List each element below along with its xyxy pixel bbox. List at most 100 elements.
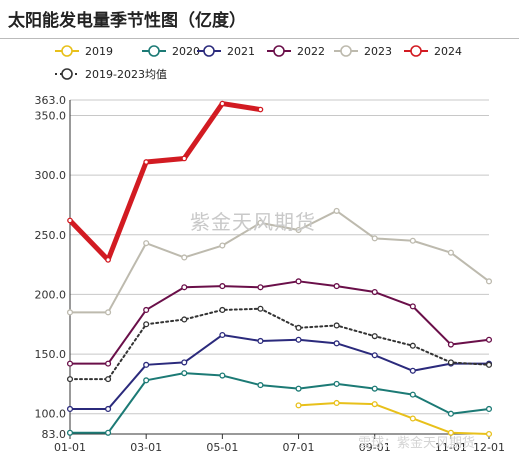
data-point [105, 256, 111, 263]
x-tick-label: 05-01 [206, 441, 238, 454]
data-point [219, 372, 226, 379]
data-point [105, 429, 112, 436]
data-point [257, 284, 264, 291]
data-point [295, 336, 302, 343]
legend-swatch-marker [148, 45, 160, 57]
data-point [485, 336, 493, 343]
data-point [371, 352, 378, 359]
data-point [143, 361, 150, 368]
y-tick-label: 363.0 [35, 94, 67, 107]
data-point [333, 283, 340, 290]
data-point [409, 303, 416, 310]
legend-swatch-marker [61, 45, 73, 57]
data-point [295, 324, 302, 331]
data-point [409, 415, 416, 422]
legend-label: 2020 [172, 45, 200, 58]
x-axis: 01-01 03-01 05-01 07-01 09-01 11-01 12-01 [54, 433, 505, 454]
data-point [219, 331, 226, 339]
legend-item[interactable]: 2020 [142, 45, 200, 58]
y-axis: 83.0 100.0 150.0 200.0 250.0 300.0 350.0 363.0 [35, 94, 71, 441]
data-point [66, 429, 74, 436]
data-point [66, 405, 74, 413]
y-tick-label: 300.0 [35, 169, 67, 182]
series-line [69, 209, 490, 314]
data-point [257, 106, 264, 113]
data-point [333, 207, 340, 214]
legend-item[interactable]: 2024 [404, 45, 462, 58]
data-point [105, 309, 112, 316]
legend: 2019 2020 2021 2022 2023 2024 2019-2023均值 [55, 45, 462, 81]
data-point [181, 284, 188, 291]
data-point [447, 249, 454, 256]
data-point [105, 405, 112, 413]
legend-item[interactable]: 2023 [334, 45, 392, 58]
legend-item[interactable]: 2019 [55, 45, 113, 58]
data-point [181, 155, 188, 162]
data-point [333, 380, 340, 387]
x-tick-label: 12-01 [473, 441, 505, 454]
x-tick-label: 01-01 [54, 441, 86, 454]
legend-item[interactable]: 2022 [267, 45, 325, 58]
data-point [295, 226, 302, 234]
legend-swatch-marker [273, 45, 285, 57]
data-point [66, 376, 74, 383]
data-point [447, 341, 454, 348]
y-tick-label: 83.0 [42, 428, 67, 441]
data-point [66, 360, 74, 367]
x-tick-label: 07-01 [283, 441, 315, 454]
data-point [219, 100, 226, 107]
data-point [371, 235, 378, 242]
data-point [371, 401, 378, 408]
data-point [485, 430, 493, 438]
data-point [333, 340, 340, 347]
series-line [69, 280, 490, 365]
legend-label: 2019-2023均值 [85, 68, 167, 81]
y-tick-label: 200.0 [35, 288, 67, 301]
y-tick-label: 150.0 [35, 348, 67, 361]
series-line [69, 307, 490, 381]
data-point [143, 321, 150, 328]
data-point [181, 254, 188, 261]
data-point [333, 399, 340, 407]
legend-swatch-marker [203, 45, 215, 57]
data-point [447, 410, 454, 417]
data-point [485, 405, 493, 413]
data-point [333, 322, 340, 329]
data-point [219, 242, 226, 249]
data-point [66, 309, 74, 316]
data-point [257, 382, 264, 389]
data-point [143, 240, 150, 247]
data-point [409, 391, 416, 398]
legend-swatch-marker [410, 45, 422, 57]
legend-label: 2022 [297, 45, 325, 58]
data-point [219, 306, 226, 313]
data-point [371, 333, 378, 340]
series-group [66, 100, 493, 438]
series-line [67, 101, 263, 263]
x-tick-label: 11-01 [435, 441, 467, 454]
series-line [69, 372, 490, 434]
legend-swatch-marker [340, 45, 352, 57]
data-point [257, 219, 264, 226]
legend-label: 2023 [364, 45, 392, 58]
legend-label: 2021 [227, 45, 255, 58]
data-point [371, 288, 378, 296]
data-point [143, 377, 150, 384]
data-point [105, 376, 112, 383]
series-line [69, 333, 490, 410]
legend-label: 2019 [85, 45, 113, 58]
series-line [297, 401, 490, 435]
data-point [447, 359, 454, 366]
legend-item[interactable]: 2019-2023均值 [55, 68, 167, 81]
legend-label: 2024 [434, 45, 462, 58]
y-tick-label: 100.0 [35, 408, 67, 421]
data-point [257, 305, 264, 312]
legend-item[interactable]: 2021 [197, 45, 255, 58]
data-point [143, 159, 150, 165]
data-point [485, 278, 493, 285]
data-point [447, 429, 454, 436]
data-point [143, 306, 150, 313]
data-point [181, 316, 188, 323]
y-tick-label: 250.0 [35, 229, 67, 242]
